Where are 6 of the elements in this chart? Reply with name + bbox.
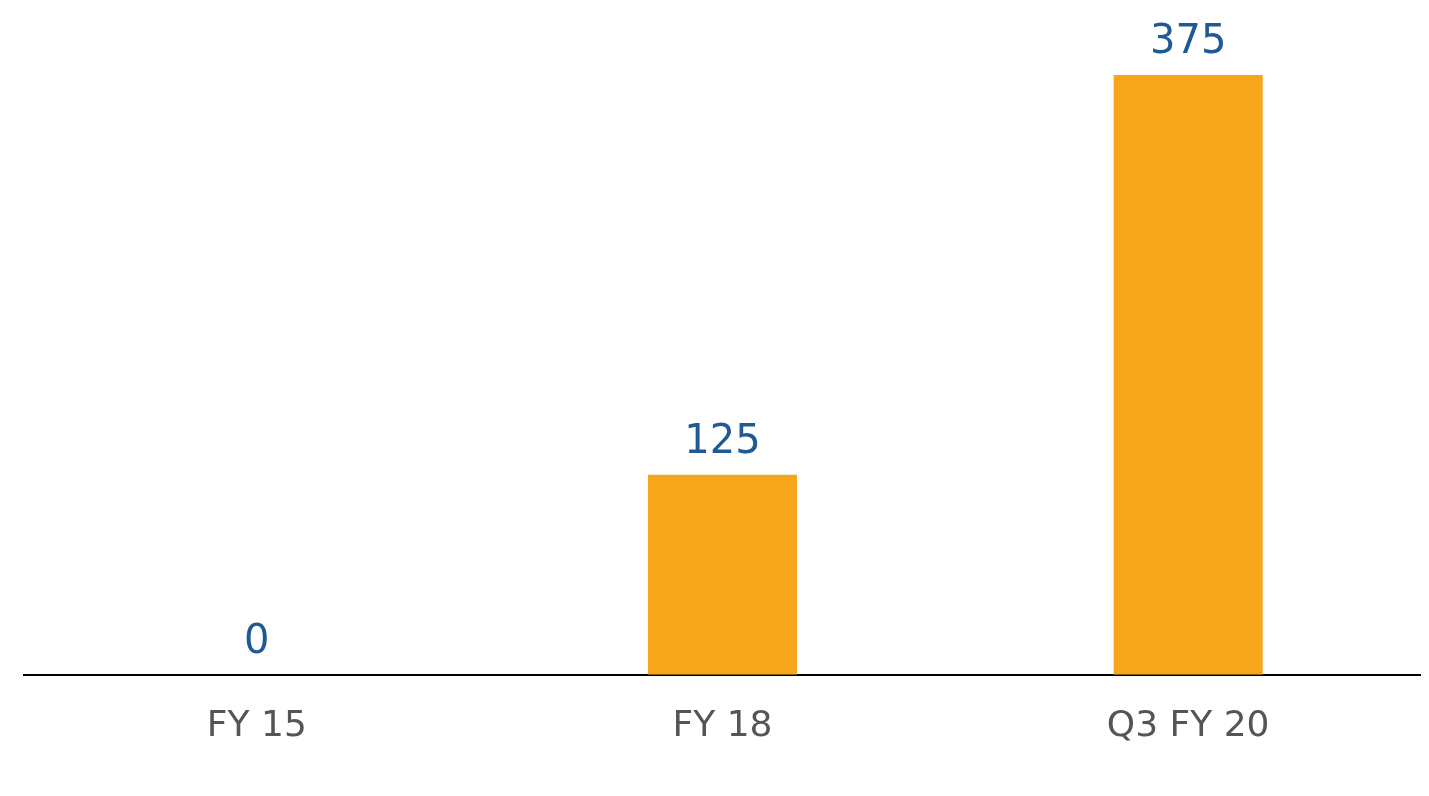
data-label: 125 xyxy=(684,416,761,463)
data-label: 0 xyxy=(244,616,270,663)
x-tick-label: FY 18 xyxy=(672,702,773,744)
x-tick-label: FY 15 xyxy=(206,702,307,744)
data-label: 375 xyxy=(1149,16,1227,63)
x-tick-label: Q3 FY 20 xyxy=(1106,702,1270,744)
